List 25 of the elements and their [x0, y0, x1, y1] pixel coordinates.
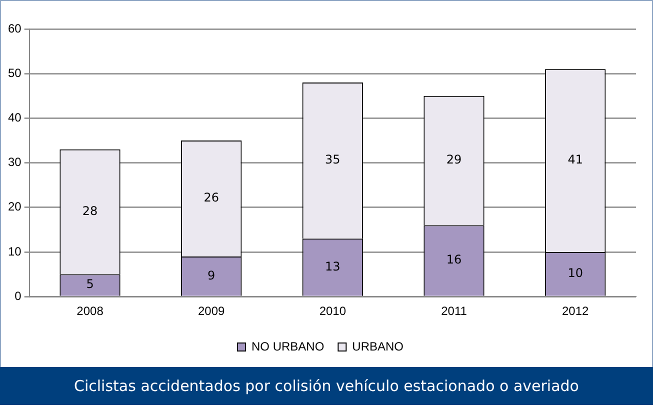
y-tick-label: 30	[8, 155, 22, 170]
data-label: 9	[208, 268, 216, 282]
data-label: 10	[568, 266, 583, 280]
legend-label: URBANO	[352, 339, 404, 354]
y-tick-label: 0	[14, 288, 22, 303]
data-label: 41	[568, 152, 583, 167]
data-label: 28	[82, 204, 98, 218]
data-label: 5	[86, 277, 94, 292]
y-tick-label: 50	[8, 66, 22, 80]
x-tick-label: 2009	[198, 304, 226, 318]
legend-label: NO URBANO	[251, 339, 324, 354]
y-tick-label: 20	[8, 200, 22, 214]
x-tick-label: 2010	[319, 304, 346, 318]
x-tick-label: 2011	[441, 304, 468, 318]
data-label: 35	[325, 152, 340, 167]
text: Ciclistas accidentados por colisión vehículo estacionado o averiado	[0, 367, 653, 405]
data-label: 13	[325, 259, 340, 274]
data-label: 16	[446, 252, 462, 267]
x-tick-label: 2008	[76, 304, 104, 318]
y-tick-label: 10	[8, 244, 22, 258]
y-tick-label: 60	[8, 21, 22, 36]
y-tick-label: 40	[8, 110, 22, 125]
data-label: 26	[204, 190, 219, 205]
x-tick-label: 2012	[562, 304, 590, 318]
data-label: 29	[446, 152, 462, 167]
